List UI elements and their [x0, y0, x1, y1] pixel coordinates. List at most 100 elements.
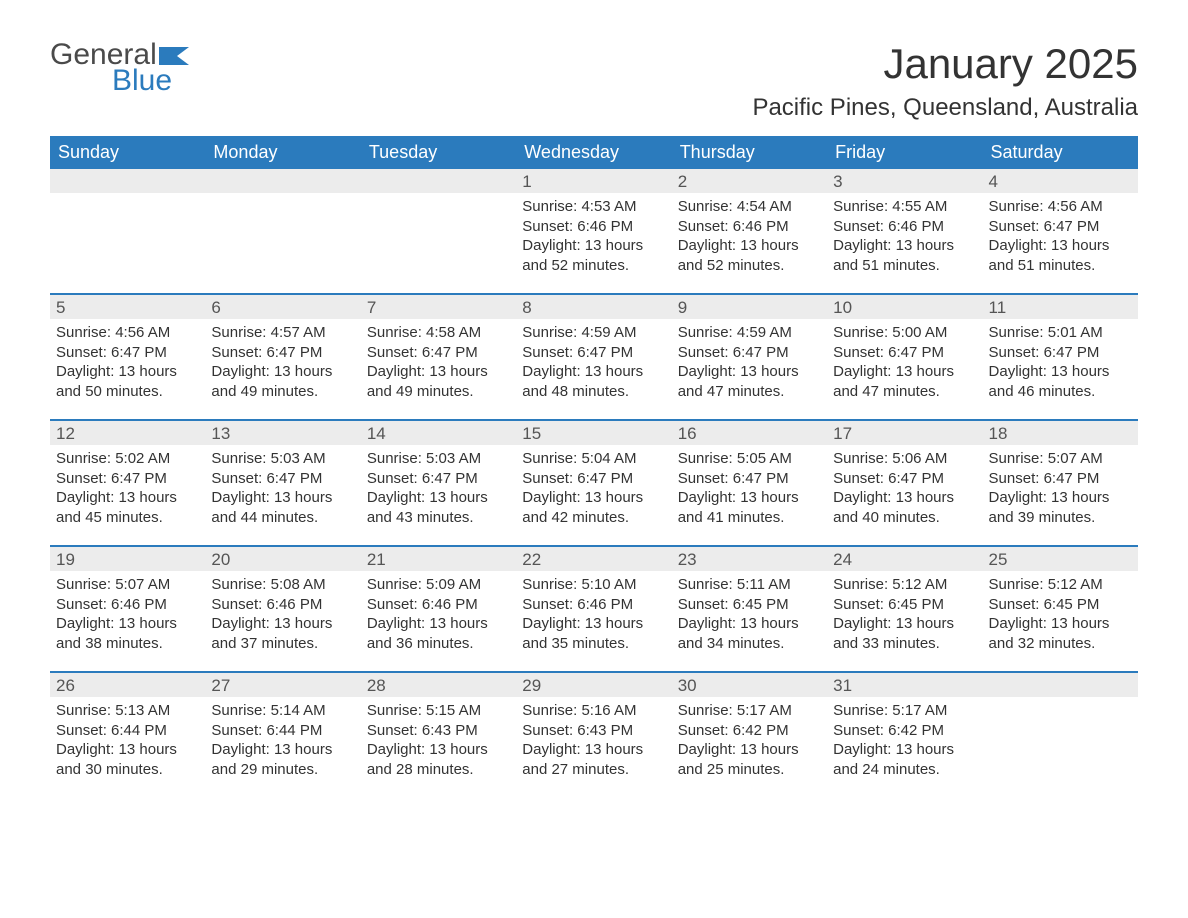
sunset-line: Sunset: 6:46 PM: [211, 595, 354, 615]
day-number: 4: [983, 169, 1138, 193]
day-number: 31: [827, 673, 982, 697]
logo-text-blue: Blue: [112, 66, 193, 96]
day-cell: 1Sunrise: 4:53 AMSunset: 6:46 PMDaylight…: [516, 169, 671, 293]
weekday-header: Tuesday: [361, 136, 516, 169]
daylight-line: Daylight: 13 hours and 38 minutes.: [56, 614, 199, 653]
daylight-line: Daylight: 13 hours and 39 minutes.: [989, 488, 1132, 527]
sunset-line: Sunset: 6:47 PM: [367, 343, 510, 363]
daylight-line: Daylight: 13 hours and 52 minutes.: [522, 236, 665, 275]
sunrise-line: Sunrise: 5:17 AM: [833, 701, 976, 721]
sunset-line: Sunset: 6:47 PM: [833, 343, 976, 363]
day-number: 29: [516, 673, 671, 697]
daylight-line: Daylight: 13 hours and 36 minutes.: [367, 614, 510, 653]
day-body: Sunrise: 4:56 AMSunset: 6:47 PMDaylight:…: [983, 193, 1138, 281]
day-number: 19: [50, 547, 205, 571]
sunset-line: Sunset: 6:47 PM: [56, 343, 199, 363]
sunrise-line: Sunrise: 5:03 AM: [211, 449, 354, 469]
day-body: Sunrise: 4:59 AMSunset: 6:47 PMDaylight:…: [516, 319, 671, 407]
day-body: Sunrise: 5:04 AMSunset: 6:47 PMDaylight:…: [516, 445, 671, 533]
sunrise-line: Sunrise: 5:06 AM: [833, 449, 976, 469]
sunset-line: Sunset: 6:47 PM: [989, 217, 1132, 237]
daylight-line: Daylight: 13 hours and 52 minutes.: [678, 236, 821, 275]
day-number: [361, 169, 516, 193]
day-number: 22: [516, 547, 671, 571]
day-body: Sunrise: 5:16 AMSunset: 6:43 PMDaylight:…: [516, 697, 671, 785]
day-body: Sunrise: 5:00 AMSunset: 6:47 PMDaylight:…: [827, 319, 982, 407]
day-cell: 3Sunrise: 4:55 AMSunset: 6:46 PMDaylight…: [827, 169, 982, 293]
day-cell: 12Sunrise: 5:02 AMSunset: 6:47 PMDayligh…: [50, 421, 205, 545]
day-number: 2: [672, 169, 827, 193]
day-body: Sunrise: 5:03 AMSunset: 6:47 PMDaylight:…: [205, 445, 360, 533]
sunset-line: Sunset: 6:46 PM: [522, 595, 665, 615]
daylight-line: Daylight: 13 hours and 30 minutes.: [56, 740, 199, 779]
day-cell: 11Sunrise: 5:01 AMSunset: 6:47 PMDayligh…: [983, 295, 1138, 419]
day-number: 5: [50, 295, 205, 319]
daylight-line: Daylight: 13 hours and 33 minutes.: [833, 614, 976, 653]
day-body: Sunrise: 5:09 AMSunset: 6:46 PMDaylight:…: [361, 571, 516, 659]
day-cell: 19Sunrise: 5:07 AMSunset: 6:46 PMDayligh…: [50, 547, 205, 671]
day-cell: 8Sunrise: 4:59 AMSunset: 6:47 PMDaylight…: [516, 295, 671, 419]
daylight-line: Daylight: 13 hours and 37 minutes.: [211, 614, 354, 653]
day-cell: 16Sunrise: 5:05 AMSunset: 6:47 PMDayligh…: [672, 421, 827, 545]
daylight-line: Daylight: 13 hours and 35 minutes.: [522, 614, 665, 653]
day-body: Sunrise: 5:03 AMSunset: 6:47 PMDaylight:…: [361, 445, 516, 533]
sunset-line: Sunset: 6:46 PM: [56, 595, 199, 615]
day-cell: 29Sunrise: 5:16 AMSunset: 6:43 PMDayligh…: [516, 673, 671, 797]
sunrise-line: Sunrise: 5:02 AM: [56, 449, 199, 469]
day-body: Sunrise: 5:15 AMSunset: 6:43 PMDaylight:…: [361, 697, 516, 785]
day-body: Sunrise: 5:08 AMSunset: 6:46 PMDaylight:…: [205, 571, 360, 659]
day-number: 1: [516, 169, 671, 193]
day-number: 17: [827, 421, 982, 445]
day-cell: 25Sunrise: 5:12 AMSunset: 6:45 PMDayligh…: [983, 547, 1138, 671]
sunrise-line: Sunrise: 5:01 AM: [989, 323, 1132, 343]
weekday-header: Saturday: [983, 136, 1138, 169]
day-cell: 10Sunrise: 5:00 AMSunset: 6:47 PMDayligh…: [827, 295, 982, 419]
day-cell: 2Sunrise: 4:54 AMSunset: 6:46 PMDaylight…: [672, 169, 827, 293]
daylight-line: Daylight: 13 hours and 42 minutes.: [522, 488, 665, 527]
day-cell: 23Sunrise: 5:11 AMSunset: 6:45 PMDayligh…: [672, 547, 827, 671]
daylight-line: Daylight: 13 hours and 50 minutes.: [56, 362, 199, 401]
daylight-line: Daylight: 13 hours and 43 minutes.: [367, 488, 510, 527]
day-number: 21: [361, 547, 516, 571]
sunrise-line: Sunrise: 5:15 AM: [367, 701, 510, 721]
header: General Blue January 2025 Pacific Pines,…: [50, 40, 1138, 122]
day-number: 24: [827, 547, 982, 571]
sunset-line: Sunset: 6:46 PM: [833, 217, 976, 237]
sunrise-line: Sunrise: 5:05 AM: [678, 449, 821, 469]
empty-day-cell: [983, 673, 1138, 797]
daylight-line: Daylight: 13 hours and 44 minutes.: [211, 488, 354, 527]
sunset-line: Sunset: 6:47 PM: [678, 469, 821, 489]
sunset-line: Sunset: 6:45 PM: [678, 595, 821, 615]
day-body: Sunrise: 5:17 AMSunset: 6:42 PMDaylight:…: [827, 697, 982, 785]
weeks-container: 1Sunrise: 4:53 AMSunset: 6:46 PMDaylight…: [50, 169, 1138, 797]
daylight-line: Daylight: 13 hours and 49 minutes.: [211, 362, 354, 401]
day-cell: 17Sunrise: 5:06 AMSunset: 6:47 PMDayligh…: [827, 421, 982, 545]
day-cell: 14Sunrise: 5:03 AMSunset: 6:47 PMDayligh…: [361, 421, 516, 545]
location-subtitle: Pacific Pines, Queensland, Australia: [752, 94, 1138, 122]
sunrise-line: Sunrise: 5:03 AM: [367, 449, 510, 469]
day-cell: 28Sunrise: 5:15 AMSunset: 6:43 PMDayligh…: [361, 673, 516, 797]
sunset-line: Sunset: 6:47 PM: [211, 469, 354, 489]
sunset-line: Sunset: 6:43 PM: [367, 721, 510, 741]
daylight-line: Daylight: 13 hours and 41 minutes.: [678, 488, 821, 527]
day-body: Sunrise: 5:07 AMSunset: 6:47 PMDaylight:…: [983, 445, 1138, 533]
daylight-line: Daylight: 13 hours and 40 minutes.: [833, 488, 976, 527]
sunrise-line: Sunrise: 5:00 AM: [833, 323, 976, 343]
day-body: Sunrise: 5:13 AMSunset: 6:44 PMDaylight:…: [50, 697, 205, 785]
day-body: Sunrise: 4:57 AMSunset: 6:47 PMDaylight:…: [205, 319, 360, 407]
day-cell: 7Sunrise: 4:58 AMSunset: 6:47 PMDaylight…: [361, 295, 516, 419]
day-body: [50, 193, 205, 203]
sunset-line: Sunset: 6:47 PM: [678, 343, 821, 363]
day-cell: 18Sunrise: 5:07 AMSunset: 6:47 PMDayligh…: [983, 421, 1138, 545]
day-body: Sunrise: 4:56 AMSunset: 6:47 PMDaylight:…: [50, 319, 205, 407]
sunrise-line: Sunrise: 4:53 AM: [522, 197, 665, 217]
sunset-line: Sunset: 6:43 PM: [522, 721, 665, 741]
sunrise-line: Sunrise: 5:12 AM: [989, 575, 1132, 595]
sunrise-line: Sunrise: 4:59 AM: [522, 323, 665, 343]
day-number: 10: [827, 295, 982, 319]
weekday-header: Wednesday: [516, 136, 671, 169]
day-number: [205, 169, 360, 193]
day-body: Sunrise: 4:58 AMSunset: 6:47 PMDaylight:…: [361, 319, 516, 407]
week-row: 12Sunrise: 5:02 AMSunset: 6:47 PMDayligh…: [50, 419, 1138, 545]
sunrise-line: Sunrise: 4:59 AM: [678, 323, 821, 343]
